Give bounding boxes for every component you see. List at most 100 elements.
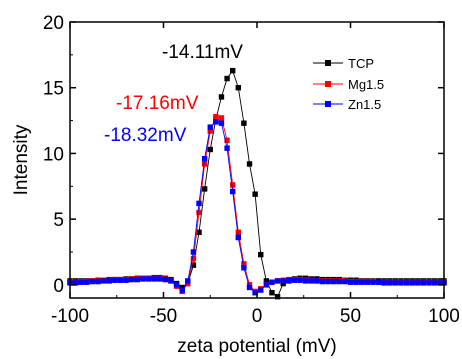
data-point: [112, 277, 118, 283]
data-point: [426, 280, 432, 286]
data-point: [207, 128, 213, 134]
series-line: [70, 121, 444, 294]
data-point: [387, 280, 393, 286]
data-point: [235, 229, 241, 235]
data-point: [72, 280, 79, 286]
data-point: [241, 261, 247, 267]
y-tick-label: 15: [43, 79, 64, 100]
y-tick-label: 20: [43, 13, 64, 34]
data-point: [252, 191, 258, 197]
data-point: [117, 277, 124, 283]
annotation-zn-peak: -18.32mV: [104, 125, 187, 146]
data-point: [173, 282, 180, 288]
data-point: [286, 277, 292, 283]
data-point: [196, 200, 202, 207]
data-point: [359, 279, 365, 285]
data-point: [207, 146, 213, 153]
data-point: [420, 280, 427, 286]
data-point: [229, 188, 236, 195]
data-point: [201, 155, 208, 162]
data-point: [297, 277, 303, 283]
data-point: [190, 262, 197, 268]
data-point: [241, 265, 247, 271]
data-point: [336, 278, 342, 285]
data-point: [134, 276, 141, 283]
data-point: [302, 278, 309, 284]
data-point: [229, 67, 236, 74]
data-point: [106, 278, 112, 284]
data-point: [196, 209, 202, 216]
annotation-tcp-peak: -14.11mV: [162, 42, 243, 63]
data-point: [151, 276, 157, 282]
data-point: [398, 280, 404, 286]
data-point: [263, 282, 270, 288]
data-point: [258, 251, 264, 258]
data-point: [246, 284, 253, 291]
data-point: [409, 280, 415, 286]
data-point: [235, 85, 241, 91]
data-point: [95, 278, 101, 285]
data-point: [162, 276, 169, 283]
annotation-mg-peak: -17.16mV: [116, 93, 199, 114]
data-point: [381, 280, 387, 286]
data-point: [415, 280, 421, 286]
data-point: [207, 124, 213, 130]
series-layer: [67, 67, 447, 300]
legend-marker-zn: [325, 101, 331, 107]
data-point: [145, 276, 152, 282]
data-point: [190, 255, 197, 262]
data-point: [224, 75, 230, 82]
data-point: [325, 278, 331, 285]
data-point: [308, 278, 314, 284]
data-point: [224, 137, 230, 143]
data-point: [252, 290, 258, 296]
data-point: [84, 279, 90, 285]
data-point: [280, 278, 286, 284]
data-point: [347, 279, 354, 285]
data-point: [392, 280, 399, 286]
data-point: [218, 120, 225, 126]
x-tick-label: 100: [428, 306, 460, 327]
data-point: [157, 276, 163, 282]
data-point: [235, 234, 241, 241]
data-point: [375, 279, 382, 285]
data-point: [353, 279, 359, 285]
data-point: [258, 287, 264, 293]
x-tick-label: 50: [340, 306, 361, 327]
data-point: [201, 186, 208, 192]
data-point: [291, 277, 298, 283]
legend-marker-tcp: [325, 60, 331, 66]
data-point: [269, 279, 275, 285]
data-point: [403, 280, 410, 286]
data-point: [437, 280, 443, 286]
data-point: [364, 279, 371, 285]
data-point: [129, 276, 135, 283]
data-point: [229, 182, 236, 188]
data-point: [218, 115, 225, 121]
legend-label-tcp: TCP: [348, 56, 374, 71]
legend-marker-mg: [325, 81, 331, 87]
x-tick-label: -50: [150, 306, 177, 327]
x-axis-label: zeta potential (mV): [177, 336, 336, 357]
data-point: [431, 280, 438, 286]
data-point: [196, 229, 202, 235]
data-point: [179, 287, 185, 293]
data-point: [89, 278, 96, 285]
data-point: [140, 276, 146, 282]
data-point: [274, 278, 281, 284]
data-point: [213, 119, 219, 125]
data-point: [168, 278, 174, 284]
x-tick-label: 0: [252, 306, 263, 327]
data-point: [342, 278, 348, 285]
data-point: [274, 293, 281, 300]
data-point: [190, 249, 197, 255]
legend-label-zn: Zn1.5: [348, 97, 381, 112]
x-tick-label: -100: [51, 306, 89, 327]
data-point: [218, 94, 225, 100]
data-point: [314, 278, 320, 284]
data-point: [185, 278, 191, 284]
data-point: [241, 120, 247, 126]
data-point: [213, 113, 219, 120]
data-point: [370, 279, 376, 285]
